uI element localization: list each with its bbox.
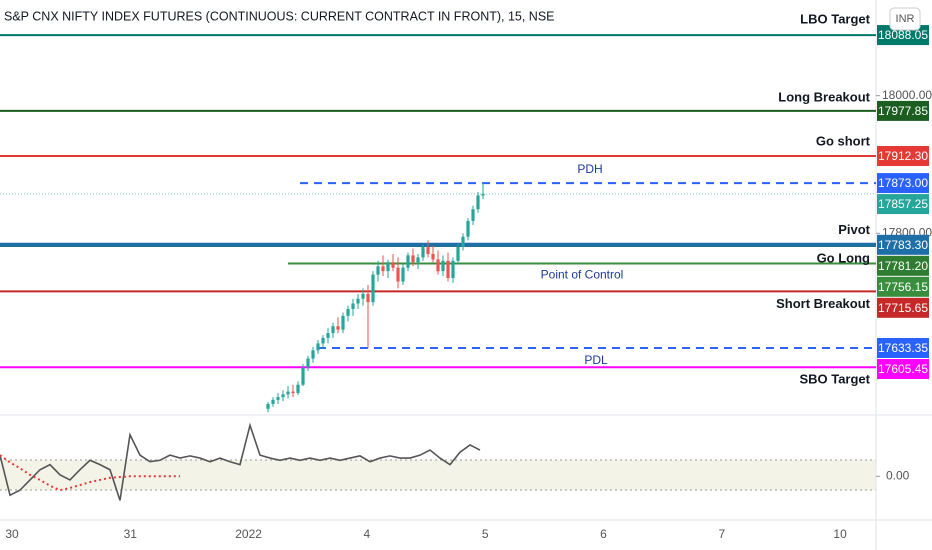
price-badge-label: 17977.85 bbox=[878, 104, 928, 118]
candle-body bbox=[401, 267, 405, 282]
candle-body bbox=[481, 193, 485, 196]
candle-body bbox=[296, 384, 300, 393]
candle-body bbox=[441, 260, 445, 272]
price-badge-label: 17857.25 bbox=[878, 197, 928, 211]
level-label: Go Long bbox=[817, 251, 870, 266]
x-tick-label: 30 bbox=[5, 527, 19, 541]
candle-body bbox=[341, 315, 345, 330]
candle-body bbox=[326, 333, 330, 338]
price-badge bbox=[877, 146, 929, 167]
candle-body bbox=[346, 309, 350, 316]
candle-body bbox=[361, 293, 365, 299]
candle-body bbox=[381, 266, 385, 272]
candle-body bbox=[456, 247, 460, 261]
candle-body bbox=[281, 394, 285, 398]
candle-body bbox=[391, 262, 395, 268]
price-badge bbox=[877, 234, 929, 255]
candle-body bbox=[336, 326, 340, 330]
price-badge bbox=[877, 255, 929, 276]
osc-line bbox=[0, 422, 481, 501]
candle-body bbox=[461, 236, 465, 248]
candle-body bbox=[271, 399, 275, 404]
candle-body bbox=[436, 259, 440, 272]
candle-body bbox=[421, 247, 425, 258]
x-tick-label: 31 bbox=[124, 527, 138, 541]
candle-body bbox=[311, 350, 315, 359]
candle-body bbox=[331, 326, 335, 334]
level-label: Pivot bbox=[838, 222, 870, 237]
candle-body bbox=[371, 274, 375, 303]
candle-body bbox=[276, 397, 280, 400]
level-label: LBO Target bbox=[800, 12, 870, 27]
candle-body bbox=[321, 337, 325, 344]
candle-body bbox=[266, 403, 270, 409]
candle-body bbox=[416, 257, 420, 263]
level-label: PDH bbox=[577, 162, 602, 176]
candle-body bbox=[451, 260, 455, 279]
x-tick-label: 2022 bbox=[235, 527, 262, 541]
osc-line bbox=[0, 454, 180, 492]
price-badge-label: 17781.20 bbox=[878, 259, 928, 273]
candle-body bbox=[291, 391, 295, 393]
candle-body bbox=[386, 262, 390, 272]
currency-badge bbox=[889, 7, 921, 31]
candle-body bbox=[431, 253, 435, 260]
candle-body bbox=[351, 303, 355, 310]
level-label: Go short bbox=[816, 133, 871, 148]
y-tick-label: 18000.00 bbox=[882, 88, 932, 102]
oscillator-band bbox=[0, 460, 876, 490]
price-badge bbox=[877, 359, 929, 380]
price-badge bbox=[877, 276, 929, 297]
candle-body bbox=[446, 260, 450, 279]
candle-body bbox=[286, 391, 290, 395]
price-badge-label: 17783.30 bbox=[878, 238, 928, 252]
price-badge-label: 17633.35 bbox=[878, 341, 928, 355]
price-badge-label: 17715.65 bbox=[878, 301, 928, 315]
price-badge-label: 17873.00 bbox=[878, 176, 928, 190]
candle-body bbox=[466, 220, 470, 237]
price-badge bbox=[877, 338, 929, 359]
candle-body bbox=[301, 367, 305, 385]
candle-body bbox=[411, 255, 415, 263]
candle-body bbox=[426, 247, 430, 254]
candle-body bbox=[396, 267, 400, 282]
osc-tick-label: 0.00 bbox=[886, 468, 910, 482]
price-badge-label: 17912.30 bbox=[878, 149, 928, 163]
x-tick-label: 7 bbox=[718, 527, 725, 541]
level-label: Long Breakout bbox=[778, 89, 870, 104]
candle-body bbox=[476, 195, 480, 210]
price-badge bbox=[877, 173, 929, 194]
price-badge-label: 17756.15 bbox=[878, 280, 928, 294]
candle-body bbox=[356, 298, 360, 304]
candle-body bbox=[366, 293, 370, 303]
candle-body bbox=[316, 343, 320, 351]
x-tick-label: 4 bbox=[364, 527, 371, 541]
level-label: Point of Control bbox=[541, 268, 624, 282]
candle-body bbox=[376, 266, 380, 275]
currency-label: INR bbox=[896, 13, 915, 25]
candle-body bbox=[471, 209, 475, 221]
x-tick-label: 6 bbox=[600, 527, 607, 541]
level-label: PDL bbox=[584, 353, 608, 367]
level-label: SBO Target bbox=[799, 372, 870, 387]
price-badge bbox=[877, 100, 929, 121]
candle-body bbox=[306, 358, 310, 368]
x-tick-label: 10 bbox=[833, 527, 847, 541]
price-badge bbox=[877, 194, 929, 215]
chart-title: S&P CNX NIFTY INDEX FUTURES (CONTINUOUS:… bbox=[4, 9, 555, 23]
price-badge-label: 17605.45 bbox=[878, 362, 928, 376]
level-label: Short Breakout bbox=[776, 296, 871, 311]
price-badge-label: 18088.05 bbox=[878, 28, 928, 42]
price-badge bbox=[877, 297, 929, 318]
x-tick-label: 5 bbox=[482, 527, 489, 541]
candle-body bbox=[406, 255, 410, 268]
